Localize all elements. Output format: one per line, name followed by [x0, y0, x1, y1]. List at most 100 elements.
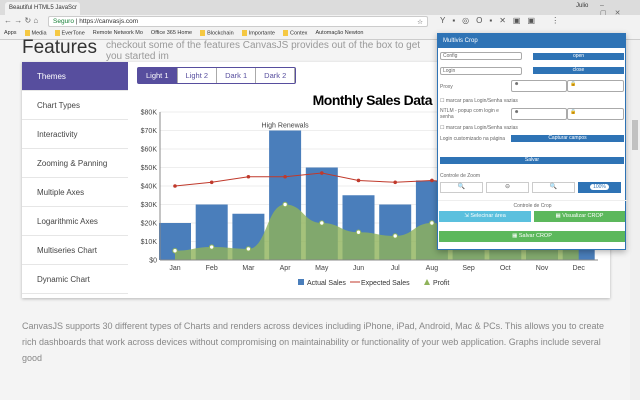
window-controls[interactable]: –▢✕: [600, 2, 629, 17]
profit-point: [209, 244, 215, 250]
empty-login-checkbox-1[interactable]: ☐ marcar para Login/Senha vazias: [440, 98, 518, 104]
sidebar-item[interactable]: Multiseries Chart: [22, 236, 128, 265]
profit-point: [392, 233, 398, 239]
x-tick-label: Nov: [536, 265, 549, 272]
sidebar-item[interactable]: Dynamic Chart: [22, 265, 128, 294]
chart-title: Monthly Sales Data: [312, 92, 433, 108]
bookmark[interactable]: Automação Newton: [315, 30, 364, 36]
scrollbar[interactable]: [630, 40, 640, 400]
x-tick-label: Aug: [426, 265, 439, 272]
feature-sidebar: Themes Chart Types Interactivity Zooming & …: [22, 62, 128, 294]
x-tick-label: Jul: [391, 265, 400, 272]
sidebar-item[interactable]: Themes: [22, 62, 128, 91]
theme-tab[interactable]: Dark 2: [256, 68, 296, 83]
expected-sales-point: [173, 184, 177, 188]
profit-point: [429, 220, 435, 226]
bookmark[interactable]: EverTone: [54, 30, 85, 37]
y-tick-label: $80K: [141, 110, 158, 117]
ntlm-label: NTLM - popup com login e senha: [440, 108, 499, 120]
expected-sales-point: [356, 178, 361, 183]
profit-point: [245, 246, 252, 252]
empty-login-checkbox-2[interactable]: ☐ marcar para Login/Senha vazias: [440, 125, 518, 131]
bookmark[interactable]: Apps: [4, 30, 17, 36]
profit-point: [172, 248, 178, 254]
theme-tab[interactable]: Light 1: [138, 68, 178, 83]
profile-name[interactable]: Julio: [576, 3, 589, 9]
close-button[interactable]: close: [533, 67, 624, 74]
login-input[interactable]: Login: [440, 67, 522, 75]
zoom-control-label: Controle de Zoom: [440, 173, 481, 179]
tab-bar: [0, 0, 640, 15]
bookmark[interactable]: Office 365 Home: [150, 30, 193, 36]
browser-tab[interactable]: Beautiful HTML5 JavaScr✕: [5, 2, 80, 15]
legend-label: Profit: [433, 280, 449, 287]
select-area-button[interactable]: ⇲ Selecinar área: [439, 211, 531, 222]
legend-label: Expected Sales: [361, 280, 410, 287]
bookmark[interactable]: Contex: [283, 30, 307, 37]
y-tick-label: $0: [149, 258, 157, 265]
x-tick-label: Sep: [462, 265, 475, 272]
x-tick-label: Oct: [500, 265, 511, 272]
url-bar[interactable]: Seguro | https://canvasjs.com ☆: [48, 16, 428, 27]
crop-control-label: Controle de Crop: [438, 200, 627, 209]
sidebar-item[interactable]: Logarithmic Axes: [22, 207, 128, 236]
bookmark[interactable]: Importante: [241, 30, 275, 37]
profit-point: [319, 220, 325, 226]
proxy-user-input[interactable]: ☻: [511, 80, 567, 92]
x-tick-label: Jan: [169, 265, 180, 272]
save-button[interactable]: Salvar: [440, 157, 624, 164]
custom-login-label: Login customizado na página: [440, 136, 506, 142]
bookmark[interactable]: Media: [24, 30, 47, 37]
secure-label: Seguro: [53, 18, 74, 25]
expected-sales-point: [283, 174, 287, 179]
proxy-password-input[interactable]: 🔒: [567, 80, 624, 92]
annotation-label: High Renewals: [262, 123, 310, 130]
ntlm-user-input[interactable]: ☻: [511, 108, 567, 120]
theme-tab[interactable]: Light 2: [178, 68, 218, 83]
x-tick-label: Apr: [280, 265, 292, 272]
zoom-level-button[interactable]: 100%: [578, 182, 621, 193]
sidebar-item[interactable]: Interactivity: [22, 120, 128, 149]
x-tick-label: Dec: [572, 265, 585, 272]
x-tick-label: Mar: [242, 265, 255, 272]
x-tick-label: May: [315, 265, 329, 272]
expected-sales-point: [393, 180, 398, 185]
theme-tab[interactable]: Dark 1: [217, 68, 257, 83]
multivis-crop-popup: Multivis Crop Config open Login close Pr…: [437, 33, 627, 250]
y-tick-label: $20K: [141, 221, 158, 228]
extension-icons[interactable]: Y▪◎O▪✕▣▣ ⋮: [440, 16, 567, 25]
y-tick-label: $40K: [141, 184, 158, 191]
legend-marker: [424, 279, 430, 285]
config-input[interactable]: Config: [440, 52, 522, 60]
zoom-out-icon[interactable]: 🔍: [532, 182, 575, 193]
star-icon[interactable]: ☆: [417, 19, 423, 26]
y-tick-label: $50K: [141, 165, 158, 172]
sidebar-item[interactable]: Chart Types: [22, 91, 128, 120]
ntlm-password-input[interactable]: 🔒: [567, 108, 624, 120]
sidebar-item[interactable]: Zooming & Panning: [22, 149, 128, 178]
expected-sales-point: [320, 171, 324, 175]
x-tick-label: Feb: [206, 265, 218, 272]
open-button[interactable]: open: [533, 53, 624, 60]
description-paragraph: CanvasJS supports 30 different types of …: [22, 321, 604, 363]
y-tick-label: $70K: [141, 128, 158, 135]
scrollbar-thumb[interactable]: [632, 120, 638, 150]
y-tick-label: $30K: [141, 202, 158, 209]
capture-fields-button[interactable]: Capturar campos: [511, 135, 624, 142]
tab-title: Beautiful HTML5 JavaScr: [9, 5, 78, 11]
view-crop-button[interactable]: ▦ Visualizar CROP: [534, 211, 625, 222]
zoom-in-icon[interactable]: 🔍: [440, 182, 483, 193]
proxy-label: Proxy: [440, 84, 453, 90]
zoom-reset-icon[interactable]: ⊖: [486, 182, 529, 193]
zoom-level-badge: 100%: [590, 184, 609, 190]
nav-buttons-icon[interactable]: ← → ↻ ⌂: [4, 16, 39, 25]
save-crop-button[interactable]: ▦ Salvar CROP: [439, 231, 625, 242]
profit-point: [282, 201, 288, 208]
url-text: https://canvasjs.com: [79, 18, 139, 25]
expected-sales-point: [430, 178, 434, 183]
bookmark[interactable]: Blockchain: [200, 30, 234, 37]
x-tick-label: Jun: [353, 265, 364, 272]
sidebar-item[interactable]: Multiple Axes: [22, 178, 128, 207]
bookmark[interactable]: Remote Network Mo: [92, 30, 143, 36]
y-tick-label: $60K: [141, 147, 158, 154]
